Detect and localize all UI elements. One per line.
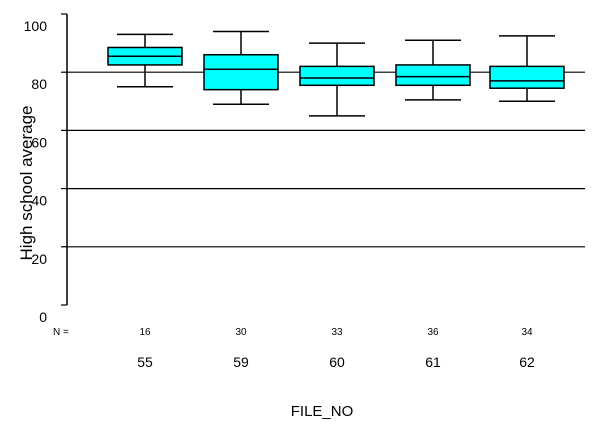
y-tick-label: 60: [31, 134, 47, 150]
category-label: 62: [519, 354, 535, 370]
y-tick-label: 20: [31, 251, 47, 267]
y-axis-title: High school average: [17, 106, 36, 261]
y-tick-label: 0: [39, 309, 47, 325]
box-group: [203, 30, 279, 105]
y-ticks: 0 20 40 60 80 100: [24, 13, 67, 325]
category-label: 59: [233, 354, 249, 370]
y-tick-label: 80: [31, 76, 47, 92]
category-label: 55: [137, 354, 153, 370]
n-value: 34: [521, 327, 533, 338]
box-group: [395, 39, 471, 101]
category-label: 60: [329, 354, 345, 370]
box-body: [489, 65, 565, 89]
box-group: [107, 33, 183, 88]
box-group: [489, 35, 565, 103]
gridlines: [67, 71, 585, 248]
n-value: 30: [235, 327, 247, 338]
n-value: 33: [331, 327, 343, 338]
x-axis-title: FILE_NO: [291, 403, 354, 420]
box-group: [299, 42, 375, 117]
n-value: 16: [139, 327, 151, 338]
y-tick-label: 100: [24, 18, 48, 34]
category-labels: 55 59 60 61 62: [137, 354, 535, 370]
n-value: 36: [427, 327, 439, 338]
n-label: N =: [53, 327, 69, 338]
n-values: 16 30 33 36 34: [139, 327, 533, 338]
y-tick-label: 40: [31, 193, 47, 209]
category-label: 61: [425, 354, 441, 370]
box-body: [203, 53, 279, 91]
box-body: [299, 65, 375, 87]
boxes: [107, 30, 565, 117]
box-body: [395, 64, 471, 87]
